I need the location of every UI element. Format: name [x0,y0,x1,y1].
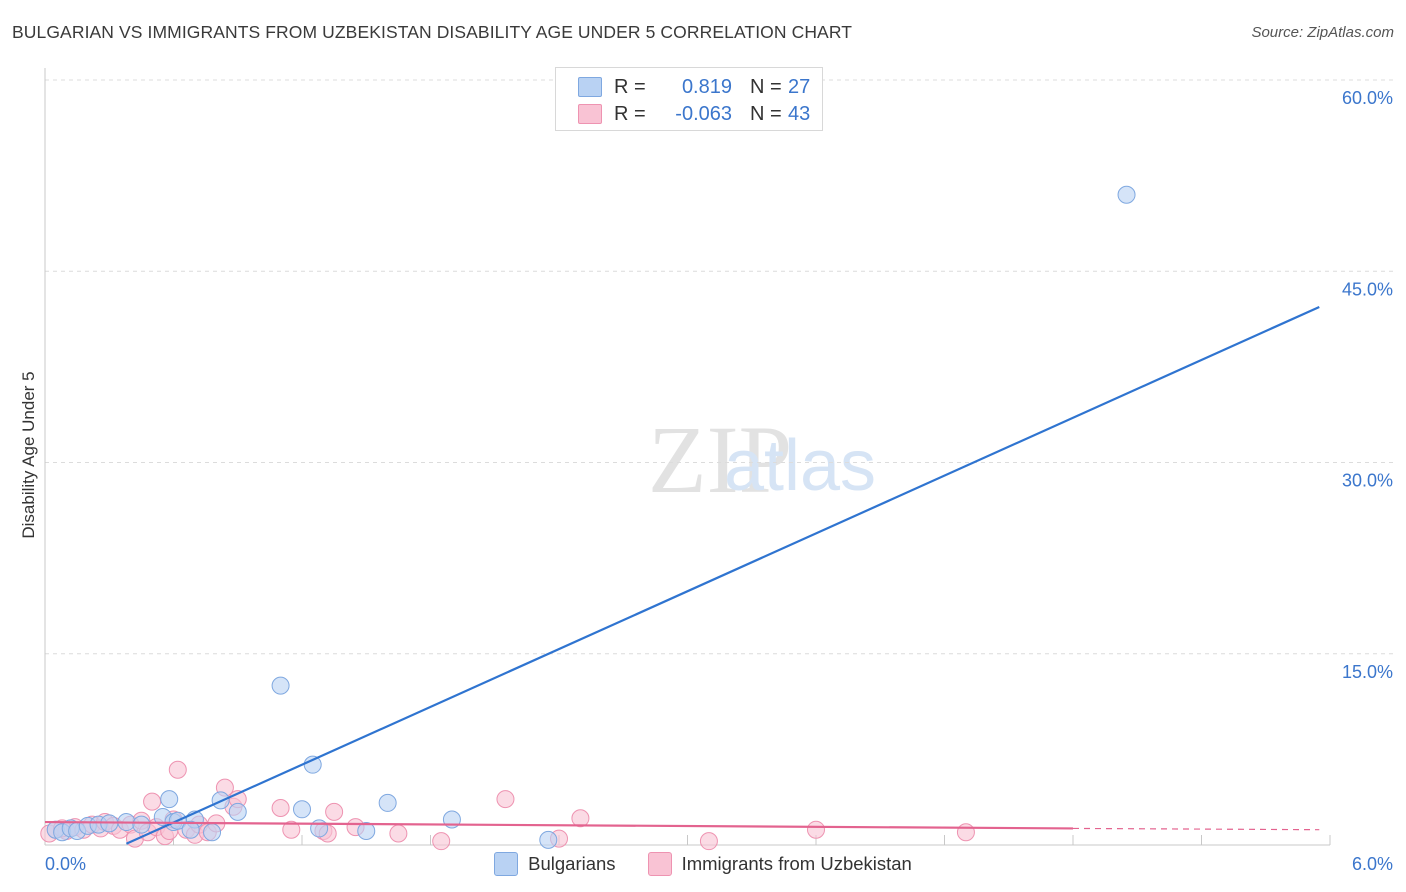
bulgarian-point [203,823,222,842]
bulgarian-point [181,820,200,839]
legend-row-uzbekistan: R = -0.063 N = 43 [578,100,810,128]
x-tick-label: 6.0% [1352,854,1393,874]
uzbekistan-swatch [578,104,602,124]
bulgarian-point [310,819,329,838]
r-value: -0.063 [675,102,732,125]
r-label: R = [614,75,646,98]
n-value: 27 [788,75,811,98]
bulgarian-point [132,815,151,834]
uzbek-point [571,809,590,828]
uzbek-point [325,802,344,821]
uzbek-point [956,823,975,842]
uzbek-point [807,820,825,839]
bulgarian-point [1117,185,1136,204]
r-label: R = [614,102,646,125]
uzbek-point [496,790,515,809]
y-axis-label: Disability Age Under 5 [19,371,38,538]
uzbekistan-swatch [647,852,672,876]
watermark-atlas: atlas [724,426,876,506]
legend-label: Immigrants from Uzbekistan [681,853,912,874]
legend-label: Bulgarians [528,853,616,874]
uzbek-trend-line [44,820,1074,830]
r-value: 0.819 [681,75,732,98]
points [40,185,1136,851]
n-label: N = [750,102,782,125]
y-tick-label: 60.0% [1342,88,1393,108]
y-tick-label: 45.0% [1342,279,1393,299]
bulgarian-point [293,800,311,819]
uzbek-point [168,760,187,779]
x-tick-label: 0.0% [45,854,86,874]
uzbek-point [282,820,301,839]
source-label: Source: ZipAtlas.com [1251,24,1394,41]
uzbek-point [389,824,408,843]
uzbek-point [143,792,162,811]
tick-labels: 15.0% 30.0% 45.0% 60.0% 0.0% 6.0% Disability A… [19,88,1393,874]
bulgarian-point [228,802,247,821]
trend-lines [44,305,1320,845]
bulgarian-point [539,830,558,849]
uzbek-point [699,832,718,851]
uzbek-trend-extension [1072,827,1320,831]
uzbek-point [271,799,290,818]
bulgarians-swatch [494,852,519,876]
grid [45,79,1395,655]
n-value: 43 [788,102,811,125]
n-label: N = [750,75,782,98]
bulgarian-point [357,821,376,840]
bulgarians-swatch [578,77,602,97]
series-legend: Bulgarians Immigrants from Uzbekistan [0,852,1406,876]
stats-legend: R = 0.819 N = 27 R = -0.063 N = 43 [555,67,823,131]
legend-item-uzbekistan[interactable]: Immigrants from Uzbekistan [647,852,912,876]
chart-title: BULGARIAN VS IMMIGRANTS FROM UZBEKISTAN … [12,22,853,42]
bulgarians-trend-line [125,305,1320,845]
watermark-zip: ZIP [648,406,792,513]
bulgarian-point [160,790,179,809]
y-tick-label: 15.0% [1342,662,1393,682]
uzbek-point [432,832,451,851]
bulgarian-point [271,676,290,695]
bulgarian-point [378,793,397,812]
legend-row-bulgarians: R = 0.819 N = 27 [578,73,810,101]
y-tick-label: 30.0% [1342,471,1393,491]
legend-item-bulgarians[interactable]: Bulgarians [494,852,616,876]
